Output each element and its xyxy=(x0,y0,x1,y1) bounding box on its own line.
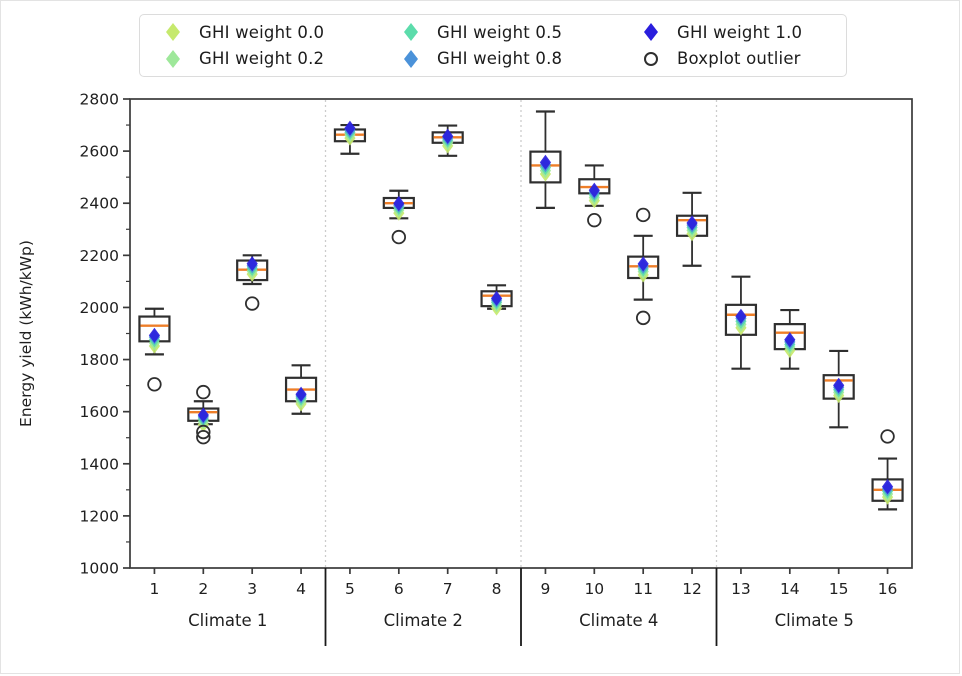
ghi-weight-marker-4 xyxy=(637,256,649,272)
x-tick-label: 12 xyxy=(682,580,702,598)
y-tick-label: 1600 xyxy=(80,403,119,421)
boxplot-location-10 xyxy=(578,164,611,228)
y-axis-title: Energy yield (kWh/kWp) xyxy=(17,240,35,427)
y-tick-label: 2400 xyxy=(80,195,119,213)
legend-diamond-icon xyxy=(640,21,662,43)
ghi-weight-marker-4 xyxy=(197,407,209,423)
boxplot-location-4 xyxy=(284,364,318,415)
ghi-weight-marker-4 xyxy=(148,327,161,343)
y-tick-label: 1200 xyxy=(80,507,119,525)
legend-label: GHI weight 0.0 xyxy=(199,22,325,42)
x-tick-label: 4 xyxy=(296,580,306,598)
outlier-marker xyxy=(635,207,651,223)
x-tick-label: 5 xyxy=(345,580,355,598)
y-tick-label: 2600 xyxy=(80,143,119,161)
x-tick-label: 13 xyxy=(731,580,751,598)
ghi-weight-marker-4 xyxy=(833,377,845,393)
x-tick-label: 15 xyxy=(829,580,849,598)
outlier-marker xyxy=(880,429,895,444)
ghi-weight-marker-4 xyxy=(295,386,307,402)
y-tick-label: 1800 xyxy=(80,351,119,369)
boxplot-location-14 xyxy=(773,308,806,370)
legend-label: GHI weight 1.0 xyxy=(677,22,803,42)
outlier-marker xyxy=(196,430,211,445)
legend-diamond-icon xyxy=(162,48,184,70)
boxplot-location-15 xyxy=(822,349,855,429)
y-tick-label: 2000 xyxy=(80,299,119,317)
x-tick-label: 16 xyxy=(878,580,898,598)
legend-item-5: Boxplot outlier xyxy=(624,48,840,70)
outlier-marker xyxy=(391,229,407,245)
outlier-marker xyxy=(587,212,602,228)
climate-group-label: Climate 1 xyxy=(188,611,267,630)
climate-group-label: Climate 5 xyxy=(775,611,854,630)
legend-item-4: GHI weight 1.0 xyxy=(624,21,840,43)
outlier-marker xyxy=(147,377,162,392)
x-tick-label: 14 xyxy=(780,580,800,598)
boxplot-location-2 xyxy=(187,384,220,445)
outlier-marker xyxy=(244,296,260,311)
y-tick-label: 1400 xyxy=(80,455,119,473)
x-tick-label: 11 xyxy=(633,580,653,598)
boxplot-location-16 xyxy=(871,429,904,511)
ghi-weight-marker-4 xyxy=(588,182,600,198)
legend-label: Boxplot outlier xyxy=(677,49,801,69)
boxplot-location-11 xyxy=(627,207,660,326)
x-tick-label: 9 xyxy=(541,580,551,598)
x-tick-label: 2 xyxy=(198,580,208,598)
legend-label: GHI weight 0.2 xyxy=(199,49,325,69)
ghi-weight-marker-4 xyxy=(490,290,503,306)
x-tick-label: 7 xyxy=(443,580,453,598)
ghi-weight-marker-4 xyxy=(735,308,747,324)
legend-item-1: GHI weight 0.2 xyxy=(146,48,384,70)
y-tick-label: 2800 xyxy=(80,91,119,109)
y-tick-label: 1000 xyxy=(80,560,119,578)
legend-diamond-icon xyxy=(400,21,422,43)
ghi-weight-marker-4 xyxy=(881,479,894,495)
climate-group-label: Climate 2 xyxy=(384,611,463,630)
x-tick-label: 3 xyxy=(247,580,257,598)
boxplot-location-3 xyxy=(236,254,269,311)
boxplot-location-6 xyxy=(382,189,415,245)
x-tick-label: 1 xyxy=(150,580,160,598)
outlier-marker xyxy=(196,384,211,400)
legend-label: GHI weight 0.5 xyxy=(437,22,563,42)
legend-item-3: GHI weight 0.8 xyxy=(384,48,624,70)
x-tick-label: 6 xyxy=(394,580,404,598)
outlier-marker xyxy=(196,424,211,440)
legend-diamond-icon xyxy=(400,48,422,70)
outlier-marker xyxy=(635,310,651,326)
legend-item-0: GHI weight 0.0 xyxy=(146,21,384,43)
boxplot-location-5 xyxy=(333,120,367,155)
boxplot-location-8 xyxy=(480,284,513,316)
legend-label: GHI weight 0.8 xyxy=(437,49,563,69)
legend-item-2: GHI weight 0.5 xyxy=(384,21,624,43)
ghi-weight-marker-4 xyxy=(442,128,454,144)
legend-diamond-icon xyxy=(162,21,184,43)
boxplot-location-12 xyxy=(675,191,709,267)
boxplot-location-1 xyxy=(138,307,171,392)
ghi-weight-marker-4 xyxy=(686,215,698,231)
ghi-weight-marker-4 xyxy=(393,195,405,212)
x-tick-label: 10 xyxy=(584,580,604,598)
ghi-weight-marker-4 xyxy=(246,256,258,272)
ghi-weight-marker-4 xyxy=(539,154,552,170)
boxplot-location-9 xyxy=(529,110,562,210)
climate-group-label: Climate 4 xyxy=(579,611,658,630)
ghi-weight-marker-4 xyxy=(344,120,356,136)
boxplot-location-13 xyxy=(724,275,758,370)
legend-outlier-circle-icon xyxy=(640,48,662,70)
y-tick-label: 2200 xyxy=(80,247,119,265)
boxplot-location-7 xyxy=(431,124,464,157)
y-axis: 1000 1200 1400 1600 1800 2000 2200 2400 2600 2800… xyxy=(17,91,130,578)
chart-legend: GHI weight 0.0 GHI weight 0.2 GHI weight 0… xyxy=(139,14,847,77)
x-tick-label: 8 xyxy=(492,580,502,598)
ghi-weight-marker-4 xyxy=(784,332,796,348)
